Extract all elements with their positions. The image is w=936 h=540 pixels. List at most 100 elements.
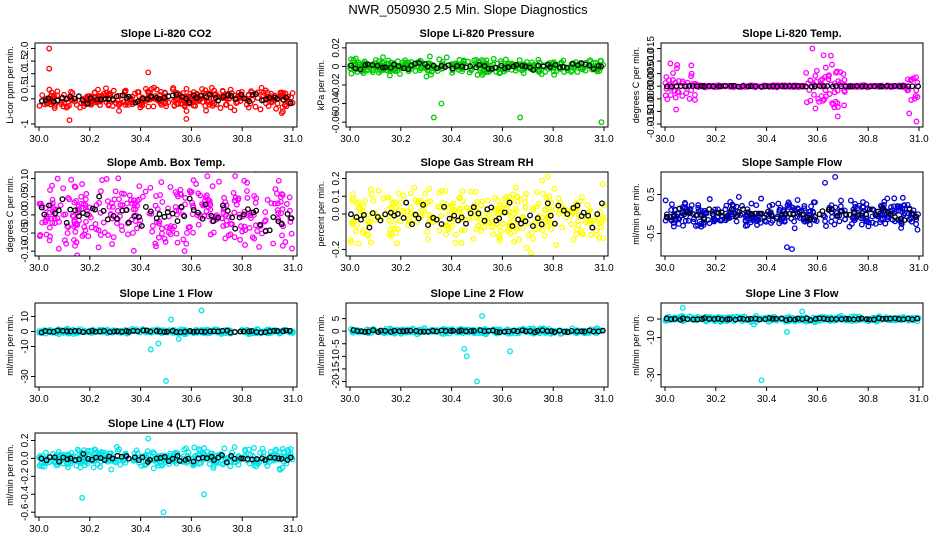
data-point [83, 190, 90, 197]
summary-point [762, 83, 769, 90]
data-point [246, 224, 253, 231]
y-tick-label: 0.000 [646, 73, 657, 98]
summary-point [89, 327, 96, 334]
summary-point [455, 217, 462, 224]
data-point [173, 207, 180, 214]
summary-point [879, 315, 886, 322]
x-tick-label: 30.4 [131, 263, 151, 274]
data-point [891, 195, 898, 202]
summary-point [400, 215, 407, 221]
data-point [426, 53, 433, 60]
data-point [149, 228, 156, 235]
data-point [287, 451, 294, 458]
data-point [688, 73, 695, 80]
summary-point [505, 328, 512, 335]
data-point [208, 84, 215, 91]
data-point [72, 98, 79, 105]
summary-point [275, 455, 282, 462]
y-tick-label: -0.04 [331, 92, 342, 115]
data-point [670, 77, 676, 84]
y-tick-label: -10 [20, 339, 31, 354]
y-tick-label: 1.5 [20, 54, 31, 68]
data-point [72, 184, 79, 191]
summary-point [396, 328, 403, 335]
summary-point [598, 63, 605, 70]
summary-point [67, 206, 74, 213]
data-point [496, 237, 503, 244]
summary-point [379, 64, 386, 71]
data-point [418, 207, 425, 214]
data-point [61, 237, 68, 244]
data-point [591, 63, 598, 70]
summary-point [72, 327, 79, 334]
data-point [241, 223, 248, 230]
summary-point [208, 212, 215, 219]
summary-point [501, 209, 508, 216]
x-tick-label: 30.8 [232, 524, 252, 535]
outlier-point [783, 244, 790, 251]
panel-6: Slope Sample Flow 30.0 30.2 30.4 30.6 30.8 31.… [631, 157, 929, 274]
data-point [443, 54, 450, 61]
data-point [596, 234, 603, 241]
data-point [540, 190, 547, 197]
x-tick-label: 30.4 [442, 134, 462, 145]
data-point [860, 215, 866, 222]
data-point [48, 202, 54, 209]
y-tick-label: -0.4 [20, 485, 31, 503]
data-point [161, 235, 168, 242]
data-point [686, 95, 693, 102]
data-point [544, 173, 551, 180]
summary-point [183, 95, 190, 102]
data-point [582, 67, 589, 74]
data-point [286, 194, 293, 201]
summary-point [63, 219, 70, 226]
outlier-point [438, 100, 445, 107]
data-point [502, 206, 509, 213]
summary-point [585, 212, 592, 219]
data-point [898, 225, 905, 231]
summary-point [446, 215, 453, 222]
summary-point [599, 327, 606, 334]
data-point [820, 52, 827, 59]
panel-title: Slope Li-820 Temp. [742, 28, 841, 40]
data-point [231, 234, 238, 241]
data-point [452, 239, 459, 246]
data-point [227, 104, 234, 111]
data-point [480, 68, 487, 75]
summary-point [858, 315, 865, 322]
data-point [392, 199, 399, 206]
summary-point [676, 205, 683, 212]
data-point [476, 213, 483, 220]
summary-point [752, 83, 759, 90]
panel-title: Slope Gas Stream RH [420, 157, 533, 169]
summary-point [711, 316, 718, 323]
summary-point [799, 83, 806, 90]
summary-point [215, 97, 222, 104]
data-point [124, 200, 131, 207]
data-point [768, 219, 775, 226]
data-point [834, 100, 841, 107]
summary-point [257, 221, 264, 228]
summary-point [87, 95, 94, 102]
data-point [414, 199, 421, 206]
x-tick-label: 30.0 [655, 394, 675, 405]
data-point [579, 194, 586, 201]
data-point [365, 232, 372, 239]
data-point [95, 244, 102, 251]
summary-point [433, 216, 440, 223]
data-point [396, 190, 402, 197]
panel-title: Slope Li-820 CO2 [121, 28, 211, 40]
data-point [520, 70, 527, 77]
x-tick-label: 30.0 [340, 134, 360, 145]
summary-point [786, 210, 793, 217]
summary-point [915, 83, 922, 90]
summary-point [135, 457, 142, 464]
summary-point [198, 328, 205, 335]
data-point [509, 191, 516, 198]
data-point [714, 206, 721, 213]
summary-point [863, 211, 869, 218]
x-tick-label: 30.6 [808, 263, 828, 274]
x-tick-label: 30.4 [757, 394, 777, 405]
data-point [458, 227, 465, 234]
data-point [688, 202, 695, 209]
